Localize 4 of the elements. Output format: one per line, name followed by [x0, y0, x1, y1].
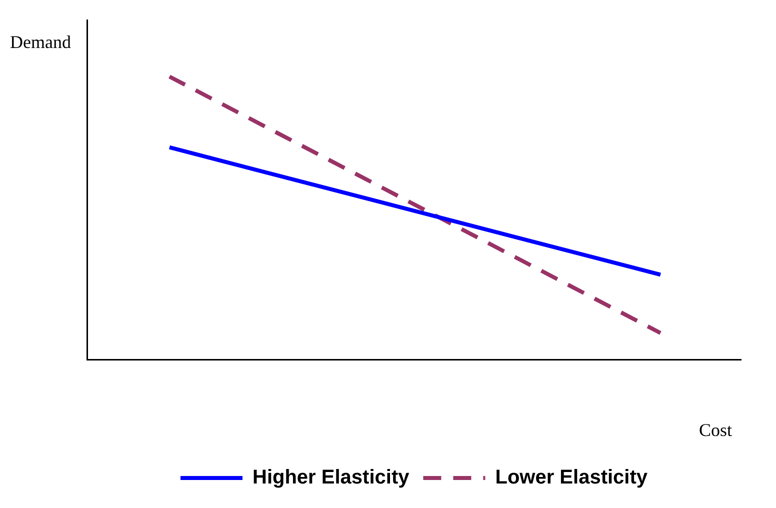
x-axis-title: Cost	[698, 420, 732, 441]
y-axis-title: Demand	[10, 32, 71, 53]
legend-label: Lower Elasticity	[495, 466, 648, 489]
legend-label: Higher Elasticity	[252, 466, 410, 489]
